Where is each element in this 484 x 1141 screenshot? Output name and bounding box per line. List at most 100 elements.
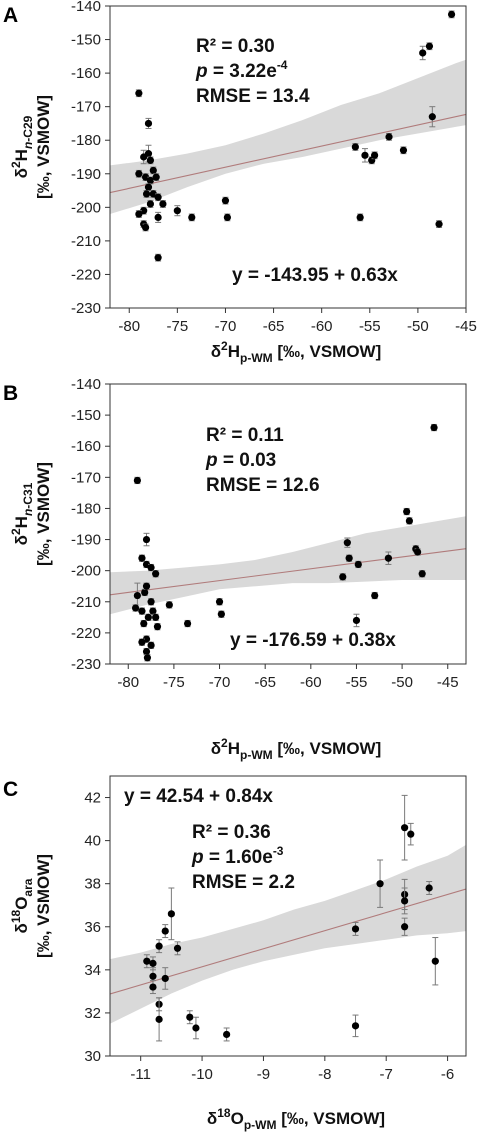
y-tick-label: -170 — [71, 469, 101, 486]
x-tick-label: -50 — [391, 674, 413, 691]
x-tick-label: -75 — [163, 674, 185, 691]
data-point — [135, 89, 143, 97]
data-point — [407, 830, 415, 838]
y-tick-label: -190 — [71, 166, 101, 183]
data-point — [131, 604, 140, 612]
regression-line — [110, 113, 466, 194]
panel-label: C — [3, 778, 18, 801]
y-tick-label: -180 — [71, 132, 101, 149]
r-squared-label: R² = 0.30 — [196, 36, 275, 57]
r-squared-label: R² = 0.36 — [192, 822, 271, 843]
data-point — [403, 507, 411, 516]
x-tick-label: -8 — [318, 1066, 331, 1083]
data-point — [351, 925, 360, 933]
data-point — [351, 1022, 360, 1030]
x-tick-label: -70 — [215, 318, 237, 335]
data-point — [431, 957, 439, 965]
data-point — [142, 535, 151, 544]
data-point — [152, 173, 160, 181]
data-point — [144, 183, 153, 191]
y-tick-label: -230 — [71, 300, 101, 317]
x-tick-label: -65 — [263, 318, 285, 335]
data-point — [161, 927, 169, 935]
y-tick-label: -210 — [71, 594, 101, 611]
data-point — [167, 910, 175, 918]
data-point — [165, 601, 173, 609]
rmse-label: RMSE = 2.2 — [192, 872, 295, 893]
y-tick-label: -170 — [71, 99, 101, 116]
x-axis-label: δ2Hp-WM [‰, VSMOW] — [211, 339, 382, 365]
data-point — [354, 560, 362, 569]
data-point — [133, 476, 141, 485]
data-point — [173, 944, 182, 952]
x-tick-label: -6 — [441, 1066, 454, 1083]
data-point — [370, 151, 379, 159]
data-point — [144, 119, 153, 128]
y-tick-label: 36 — [84, 919, 101, 936]
data-point — [155, 1015, 163, 1023]
data-point — [401, 824, 409, 832]
x-tick-label: -45 — [455, 318, 477, 335]
data-point — [147, 641, 155, 649]
data-point — [192, 1024, 200, 1032]
x-tick-label: -80 — [117, 674, 139, 691]
data-point — [138, 638, 146, 646]
data-point — [146, 200, 155, 208]
data-point — [430, 423, 438, 432]
y-tick-label: -150 — [71, 32, 101, 49]
data-point — [138, 554, 146, 562]
data-point — [161, 974, 169, 983]
data-point — [221, 197, 230, 205]
y-axis-label-units: [‰, VSMOW] — [34, 462, 53, 566]
x-tick-label: -60 — [311, 318, 333, 335]
data-point — [183, 619, 192, 628]
data-point — [361, 151, 369, 159]
y-tick-label: -160 — [71, 65, 101, 82]
data-point — [149, 983, 157, 991]
p-value-label: p = 3.22e-4 — [195, 58, 288, 82]
data-point — [351, 143, 359, 151]
data-point — [144, 613, 152, 621]
data-point — [149, 959, 157, 967]
x-tick-label: -11 — [130, 1066, 151, 1083]
data-point — [146, 176, 155, 185]
data-point — [147, 563, 155, 572]
plot-area — [110, 423, 466, 662]
confidence-band — [110, 844, 466, 1024]
y-tick-label: -220 — [71, 625, 101, 642]
data-point — [152, 613, 160, 621]
rmse-label: RMSE = 13.4 — [196, 86, 310, 107]
y-tick-label: -160 — [71, 438, 101, 455]
y-tick-label: 40 — [84, 833, 101, 850]
p-value-label: p = 1.60e-3 — [191, 844, 284, 868]
regression-line — [110, 548, 466, 596]
x-tick-label: -80 — [118, 318, 140, 335]
y-tick-label: -150 — [71, 407, 101, 424]
data-point — [155, 942, 163, 950]
data-point — [188, 213, 196, 221]
data-point — [401, 897, 409, 905]
data-point — [186, 1013, 194, 1021]
data-point — [149, 607, 157, 615]
data-point — [152, 570, 160, 578]
data-point — [401, 923, 409, 931]
y-tick-label: -230 — [71, 656, 101, 673]
data-point — [135, 210, 143, 218]
regression-equation: y = 42.54 + 0.84x — [124, 786, 273, 807]
y-tick-label: -140 — [71, 0, 101, 15]
y-axis-label: δ2Hn-C29 — [9, 115, 35, 178]
data-point — [147, 598, 155, 606]
r-squared-label: R² = 0.11 — [206, 425, 284, 446]
x-tick-label: -10 — [191, 1066, 213, 1083]
data-point — [223, 1030, 231, 1039]
plot-area — [110, 10, 466, 262]
x-tick-label: -65 — [254, 674, 276, 691]
data-point — [154, 254, 162, 262]
data-point — [146, 156, 155, 164]
data-point — [405, 517, 414, 525]
y-axis-label: δ2Hn-C31 — [9, 482, 35, 545]
data-point — [376, 880, 384, 888]
data-point — [142, 647, 151, 656]
